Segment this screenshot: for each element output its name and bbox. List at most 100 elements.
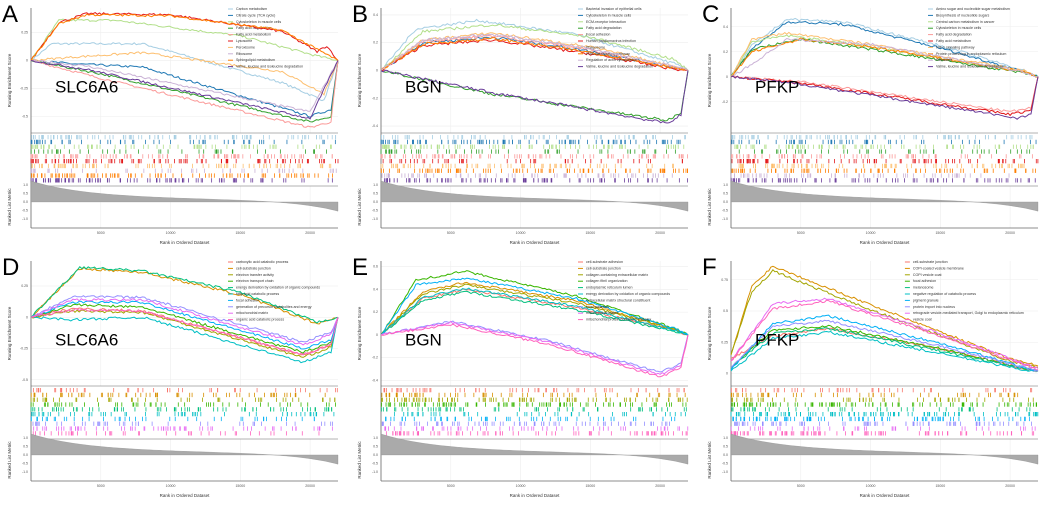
y-tick-label: 0.25 <box>21 31 28 35</box>
rank-tick-label: 0.0 <box>723 200 728 204</box>
legend-label: focal adhesion <box>913 279 936 283</box>
legend-label: Ribosome <box>936 58 952 62</box>
rank-tick-label: 0.0 <box>373 453 378 457</box>
legend-label: Peroxisome <box>236 45 255 49</box>
legend-label: Fatty acid degradation <box>236 26 272 30</box>
hit-strip <box>380 139 681 145</box>
hit-strip <box>380 154 688 159</box>
y-tick-label: 0.5 <box>723 309 728 313</box>
panel-e: 5000 10000 15000 20000 0.6 0.4 0.2 0 -0.2 -0.4 cel… <box>350 253 700 502</box>
legend-label: mitochondrial matrix <box>236 311 268 315</box>
x-tick-label: 10000 <box>516 231 526 235</box>
y-tick-label: 0.2 <box>723 50 728 54</box>
es-curve <box>30 265 339 324</box>
es-curve <box>730 324 1039 373</box>
es-curve <box>30 58 339 118</box>
es-axis-label: Running Enrichment Score <box>7 53 12 107</box>
legend-label: Focal adhesion <box>586 33 610 37</box>
legend-label: fatty acid catabolic process <box>236 292 279 296</box>
legend-label: retrograde vesicle-mediated transport, G… <box>913 311 1024 315</box>
y-tick-label: 0 <box>726 372 728 376</box>
gene-label: BGN <box>405 78 442 97</box>
x-tick-label: 15000 <box>585 484 595 488</box>
es-curve <box>730 314 1039 372</box>
es-curve <box>30 51 339 96</box>
es-curve <box>30 309 339 358</box>
es-curve <box>730 299 1038 371</box>
es-curve <box>380 320 689 375</box>
ranked-metric-area <box>380 433 689 465</box>
y-tick-label: 0.25 <box>721 340 728 344</box>
hit-strip <box>381 135 686 140</box>
hit-strip <box>383 388 685 393</box>
hit-strip <box>381 421 670 426</box>
es-curve <box>30 18 339 61</box>
rank-tick-label: 0.0 <box>23 200 28 204</box>
es-curve <box>380 323 689 378</box>
legend-label: cell-substrate adhesion <box>586 260 623 264</box>
legend-label: carboxylic acid catabolic process <box>236 260 289 264</box>
legend-label: collagen-containing extracellular matrix <box>586 273 648 277</box>
es-curve <box>730 327 1039 372</box>
hit-strip <box>31 144 332 149</box>
panel-letter: B <box>352 1 368 28</box>
legend-label: ECM-receptor interaction <box>586 20 626 24</box>
x-tick-label: 5000 <box>447 484 455 488</box>
x-axis-label: Rank in Ordered Dataset <box>510 493 561 498</box>
es-curve <box>30 266 339 325</box>
x-axis-label: Rank in Ordered Dataset <box>510 240 561 245</box>
x-axis-label: Rank in Ordered Dataset <box>160 493 211 498</box>
legend-label: energy derivation by oxidation of organi… <box>586 292 670 296</box>
es-curve <box>30 300 339 350</box>
hit-strip <box>30 402 336 407</box>
legend-label: Fatty acid degradation <box>586 26 622 30</box>
legend-label: Lysosome <box>236 39 252 43</box>
es-curve <box>380 34 689 72</box>
y-tick-label: 0.25 <box>21 284 28 288</box>
panel-letter: A <box>2 1 18 28</box>
hit-strip <box>31 412 335 417</box>
x-tick-label: 20000 <box>1005 231 1015 235</box>
panel-letter: F <box>702 254 717 281</box>
es-curve <box>30 295 339 343</box>
hit-strip <box>31 135 337 140</box>
rank-axis-label: Ranked List Metric <box>707 441 712 479</box>
es-curve <box>30 59 339 128</box>
rank-tick-label: -0.5 <box>722 208 728 212</box>
hit-strip <box>734 144 1034 149</box>
y-tick-label: -0.5 <box>22 378 28 382</box>
es-axis-label: Running Enrichment Score <box>7 306 12 360</box>
x-tick-label: 5000 <box>797 484 805 488</box>
x-tick-label: 20000 <box>655 484 665 488</box>
x-tick-label: 15000 <box>935 484 945 488</box>
es-axis-label: Running Enrichment Score <box>357 53 362 107</box>
rank-tick-label: -1.0 <box>372 470 378 474</box>
hit-strip <box>731 397 1034 402</box>
legend-label: Phagosome <box>586 45 605 49</box>
es-curve <box>730 75 1039 117</box>
ranked-metric-area <box>380 180 689 212</box>
x-tick-label: 15000 <box>935 231 945 235</box>
legend-label: Amino sugar and nucleotide sugar metabol… <box>936 7 1010 11</box>
legend-label: Cytoskeleton in muscle cells <box>936 26 981 30</box>
hit-strip <box>731 407 1031 412</box>
legend-label: collagen fibril organization <box>586 279 628 283</box>
hit-strip <box>738 163 1025 169</box>
panel-letter: D <box>2 254 19 281</box>
legend-label: Biosynthesis of nucleotide sugars <box>936 13 990 17</box>
legend-label: cell-substrate junction <box>913 260 948 264</box>
es-curve <box>380 277 689 336</box>
ranked-metric-area <box>30 180 339 212</box>
rank-tick-label: 1.0 <box>23 436 28 440</box>
legend-label: electron transfer activity <box>236 273 274 277</box>
hit-strip <box>731 402 1038 407</box>
x-tick-label: 5000 <box>447 231 455 235</box>
y-tick-label: 0.4 <box>373 13 378 17</box>
legend-label: Bacterial invasion of epithelial cells <box>586 7 642 11</box>
x-tick-label: 15000 <box>235 231 245 235</box>
x-tick-label: 10000 <box>866 484 876 488</box>
es-curve <box>380 37 689 71</box>
es-curve <box>380 270 689 336</box>
y-tick-label: -0.2 <box>722 100 728 104</box>
es-curve <box>730 17 1039 78</box>
